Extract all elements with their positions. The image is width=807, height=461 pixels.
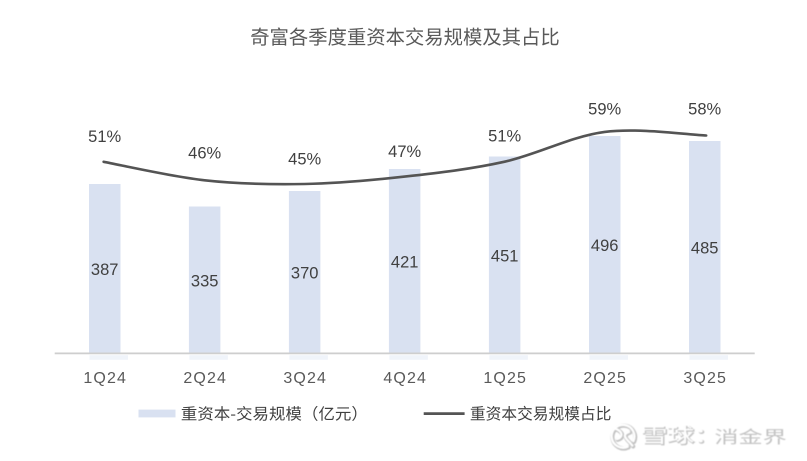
svg-text:1Q24: 1Q24 xyxy=(83,370,127,387)
svg-text:51%: 51% xyxy=(488,128,521,146)
svg-text:485: 485 xyxy=(691,240,719,258)
svg-text:421: 421 xyxy=(391,254,419,272)
svg-text:45%: 45% xyxy=(288,151,321,169)
svg-text:1Q25: 1Q25 xyxy=(483,370,527,387)
svg-text:3Q25: 3Q25 xyxy=(683,370,727,387)
svg-text:58%: 58% xyxy=(688,101,721,119)
svg-text:2Q25: 2Q25 xyxy=(583,370,627,387)
svg-text:451: 451 xyxy=(491,247,519,265)
svg-text:46%: 46% xyxy=(188,144,221,162)
svg-text:387: 387 xyxy=(91,261,119,279)
svg-text:3Q24: 3Q24 xyxy=(283,370,327,387)
svg-text:4Q24: 4Q24 xyxy=(383,370,427,387)
svg-text:2Q24: 2Q24 xyxy=(183,370,227,387)
svg-text:335: 335 xyxy=(191,272,219,290)
svg-text:496: 496 xyxy=(591,237,619,255)
svg-text:47%: 47% xyxy=(388,143,421,161)
svg-text:51%: 51% xyxy=(88,128,121,146)
svg-text:370: 370 xyxy=(291,265,319,283)
svg-text:59%: 59% xyxy=(588,101,621,119)
